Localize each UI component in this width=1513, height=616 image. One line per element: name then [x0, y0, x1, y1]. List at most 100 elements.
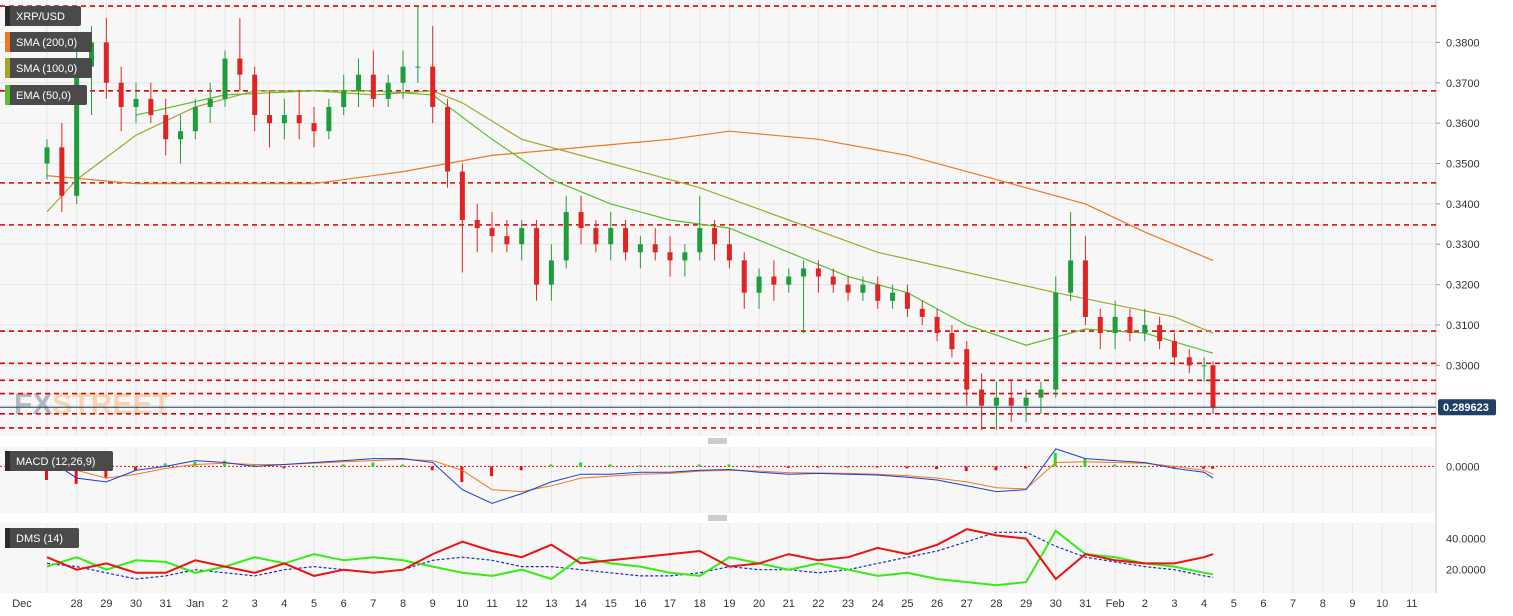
x-tick-label: 25 [901, 598, 913, 610]
candle [1142, 308, 1148, 342]
candle-body [563, 211, 569, 261]
x-tick-label: 15 [605, 598, 617, 610]
x-tick-label: 11 [486, 598, 497, 610]
candle [875, 276, 881, 309]
candle [415, 6, 421, 83]
legend-dms-label: DMS (14) [16, 533, 63, 545]
candle [400, 50, 406, 99]
legend-ema-50[interactable]: EMA (50,0) [5, 85, 87, 105]
legend-sma-100[interactable]: SMA (100,0) [5, 58, 92, 78]
candle-body [1157, 324, 1163, 342]
candle [741, 252, 747, 309]
x-tick-label: 24 [872, 598, 884, 610]
candle-body [964, 349, 970, 390]
candle-body [192, 106, 198, 132]
macd-hist-bar [846, 466, 850, 468]
macd-panel [0, 447, 1436, 513]
candle [192, 98, 198, 140]
candle-body [474, 220, 480, 229]
candle-body [786, 276, 792, 285]
x-tick-label: 8 [400, 598, 406, 610]
candle [593, 220, 599, 253]
candle-body [830, 276, 836, 285]
x-tick-label: 23 [842, 598, 854, 610]
legend-sma-200[interactable]: SMA (200,0) [5, 32, 92, 52]
x-tick-label: 12 [516, 598, 528, 610]
x-tick-label: 29 [100, 598, 112, 610]
candle [949, 324, 955, 358]
macd-hist-bar [579, 462, 583, 467]
x-tick-label: 22 [812, 598, 824, 610]
macd-hist-bar [282, 466, 286, 469]
candle-body [430, 66, 436, 107]
candle [1053, 276, 1059, 398]
candle-body [133, 98, 139, 107]
x-tick-label: 18 [694, 598, 706, 610]
legend-xrp-usd[interactable]: XRP/USD [5, 6, 81, 26]
candle-body [400, 66, 406, 83]
x-tick-label: 13 [545, 598, 557, 610]
panel-splitter-2[interactable] [708, 515, 727, 521]
candle [786, 268, 792, 293]
candle-body [548, 260, 554, 285]
candle [445, 98, 451, 188]
x-tick-label: 14 [575, 598, 587, 610]
x-tick-label: 27 [961, 598, 973, 610]
candle-body [178, 131, 184, 140]
macd-hist-bar [74, 466, 78, 484]
candle [563, 195, 569, 269]
candle-body [356, 74, 362, 91]
candle [801, 260, 807, 334]
macd-hist-bar [638, 465, 642, 467]
candle-body [608, 228, 614, 245]
candle-body [237, 58, 243, 75]
price-axis: 0.3800 0.3700 0.3600 0.3500 0.3400 0.3300 0.32… [1436, 37, 1486, 577]
candle-body [252, 74, 258, 116]
macd-hist-bar [964, 466, 968, 472]
panel-splitter-1[interactable] [708, 438, 727, 444]
candle-body [207, 98, 213, 107]
candle-body [519, 228, 525, 245]
candle-body [756, 276, 762, 293]
dms-plot [46, 528, 1214, 587]
candle-body [1023, 397, 1029, 406]
candle [667, 236, 673, 277]
macd-hist-bar [1172, 466, 1176, 469]
macd-hist-bar [994, 466, 998, 471]
candle [44, 139, 50, 180]
x-tick-label: 10 [1376, 598, 1388, 610]
candle [623, 220, 629, 261]
candle [326, 98, 332, 140]
candle [489, 211, 495, 253]
candle [756, 268, 762, 309]
candle [519, 220, 525, 261]
macd-hist-bar [341, 464, 345, 467]
candle [979, 373, 985, 430]
candle [1171, 333, 1177, 366]
x-tick-label: 19 [723, 598, 735, 610]
candle-body [415, 66, 421, 68]
candle [237, 18, 243, 91]
x-tick-label: 29 [1020, 598, 1032, 610]
x-tick-label: 6 [341, 598, 347, 610]
candle-body [652, 244, 658, 253]
candle [1097, 308, 1103, 350]
candle-body [103, 42, 109, 83]
macd-hist-bar [104, 466, 108, 479]
y-tick-label: 0.3700 [1446, 78, 1480, 90]
legend-macd[interactable]: MACD (12,26,9) [5, 451, 113, 471]
candle-body [267, 115, 273, 124]
candle-body [845, 284, 851, 293]
legend-dms[interactable]: DMS (14) [5, 528, 79, 548]
macd-plot [0, 448, 1436, 504]
x-tick-label: 5 [311, 598, 317, 610]
candle-body [341, 90, 347, 107]
candle [578, 195, 584, 245]
candle-body [979, 389, 985, 406]
y-tick-label: 0.3200 [1446, 280, 1480, 292]
candle [252, 66, 258, 132]
candle [1127, 308, 1133, 342]
macd-hist-bar [549, 464, 553, 467]
x-tick-label: Feb [1106, 598, 1125, 610]
